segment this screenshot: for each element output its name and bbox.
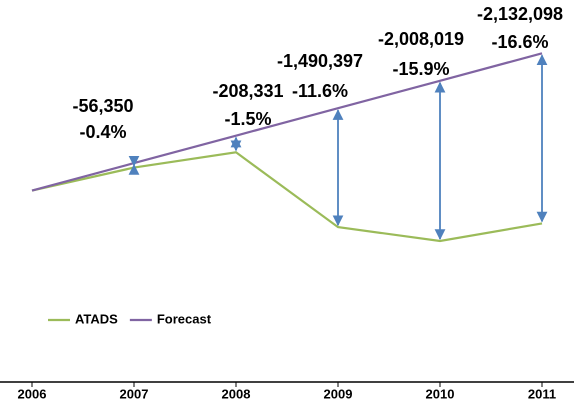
legend-label: ATADS xyxy=(75,311,118,326)
annotation-value: -208,331 xyxy=(212,81,283,101)
series-line xyxy=(31,52,543,192)
x-tick-label: 2008 xyxy=(222,386,251,401)
annotation-value: -2,132,098 xyxy=(477,4,563,24)
annotation-percent: -1.5% xyxy=(224,109,271,129)
annotation-value: -2,008,019 xyxy=(378,29,464,49)
legend-label: Forecast xyxy=(157,311,212,326)
x-tick-label: 2011 xyxy=(528,386,556,401)
x-tick-label: 2006 xyxy=(18,386,47,401)
annotation-percent: -15.9% xyxy=(392,59,449,79)
annotation-value: -1,490,397 xyxy=(277,51,363,71)
x-tick-label: 2009 xyxy=(324,386,353,401)
annotation-percent: -0.4% xyxy=(79,122,126,142)
annotation-value: -56,350 xyxy=(72,96,133,116)
annotation-percent: -11.6% xyxy=(292,81,348,101)
annotation-percent: -16.6% xyxy=(491,32,548,52)
x-tick-label: 2010 xyxy=(426,386,455,401)
series-line xyxy=(31,151,543,243)
x-tick-label: 2007 xyxy=(120,386,149,401)
